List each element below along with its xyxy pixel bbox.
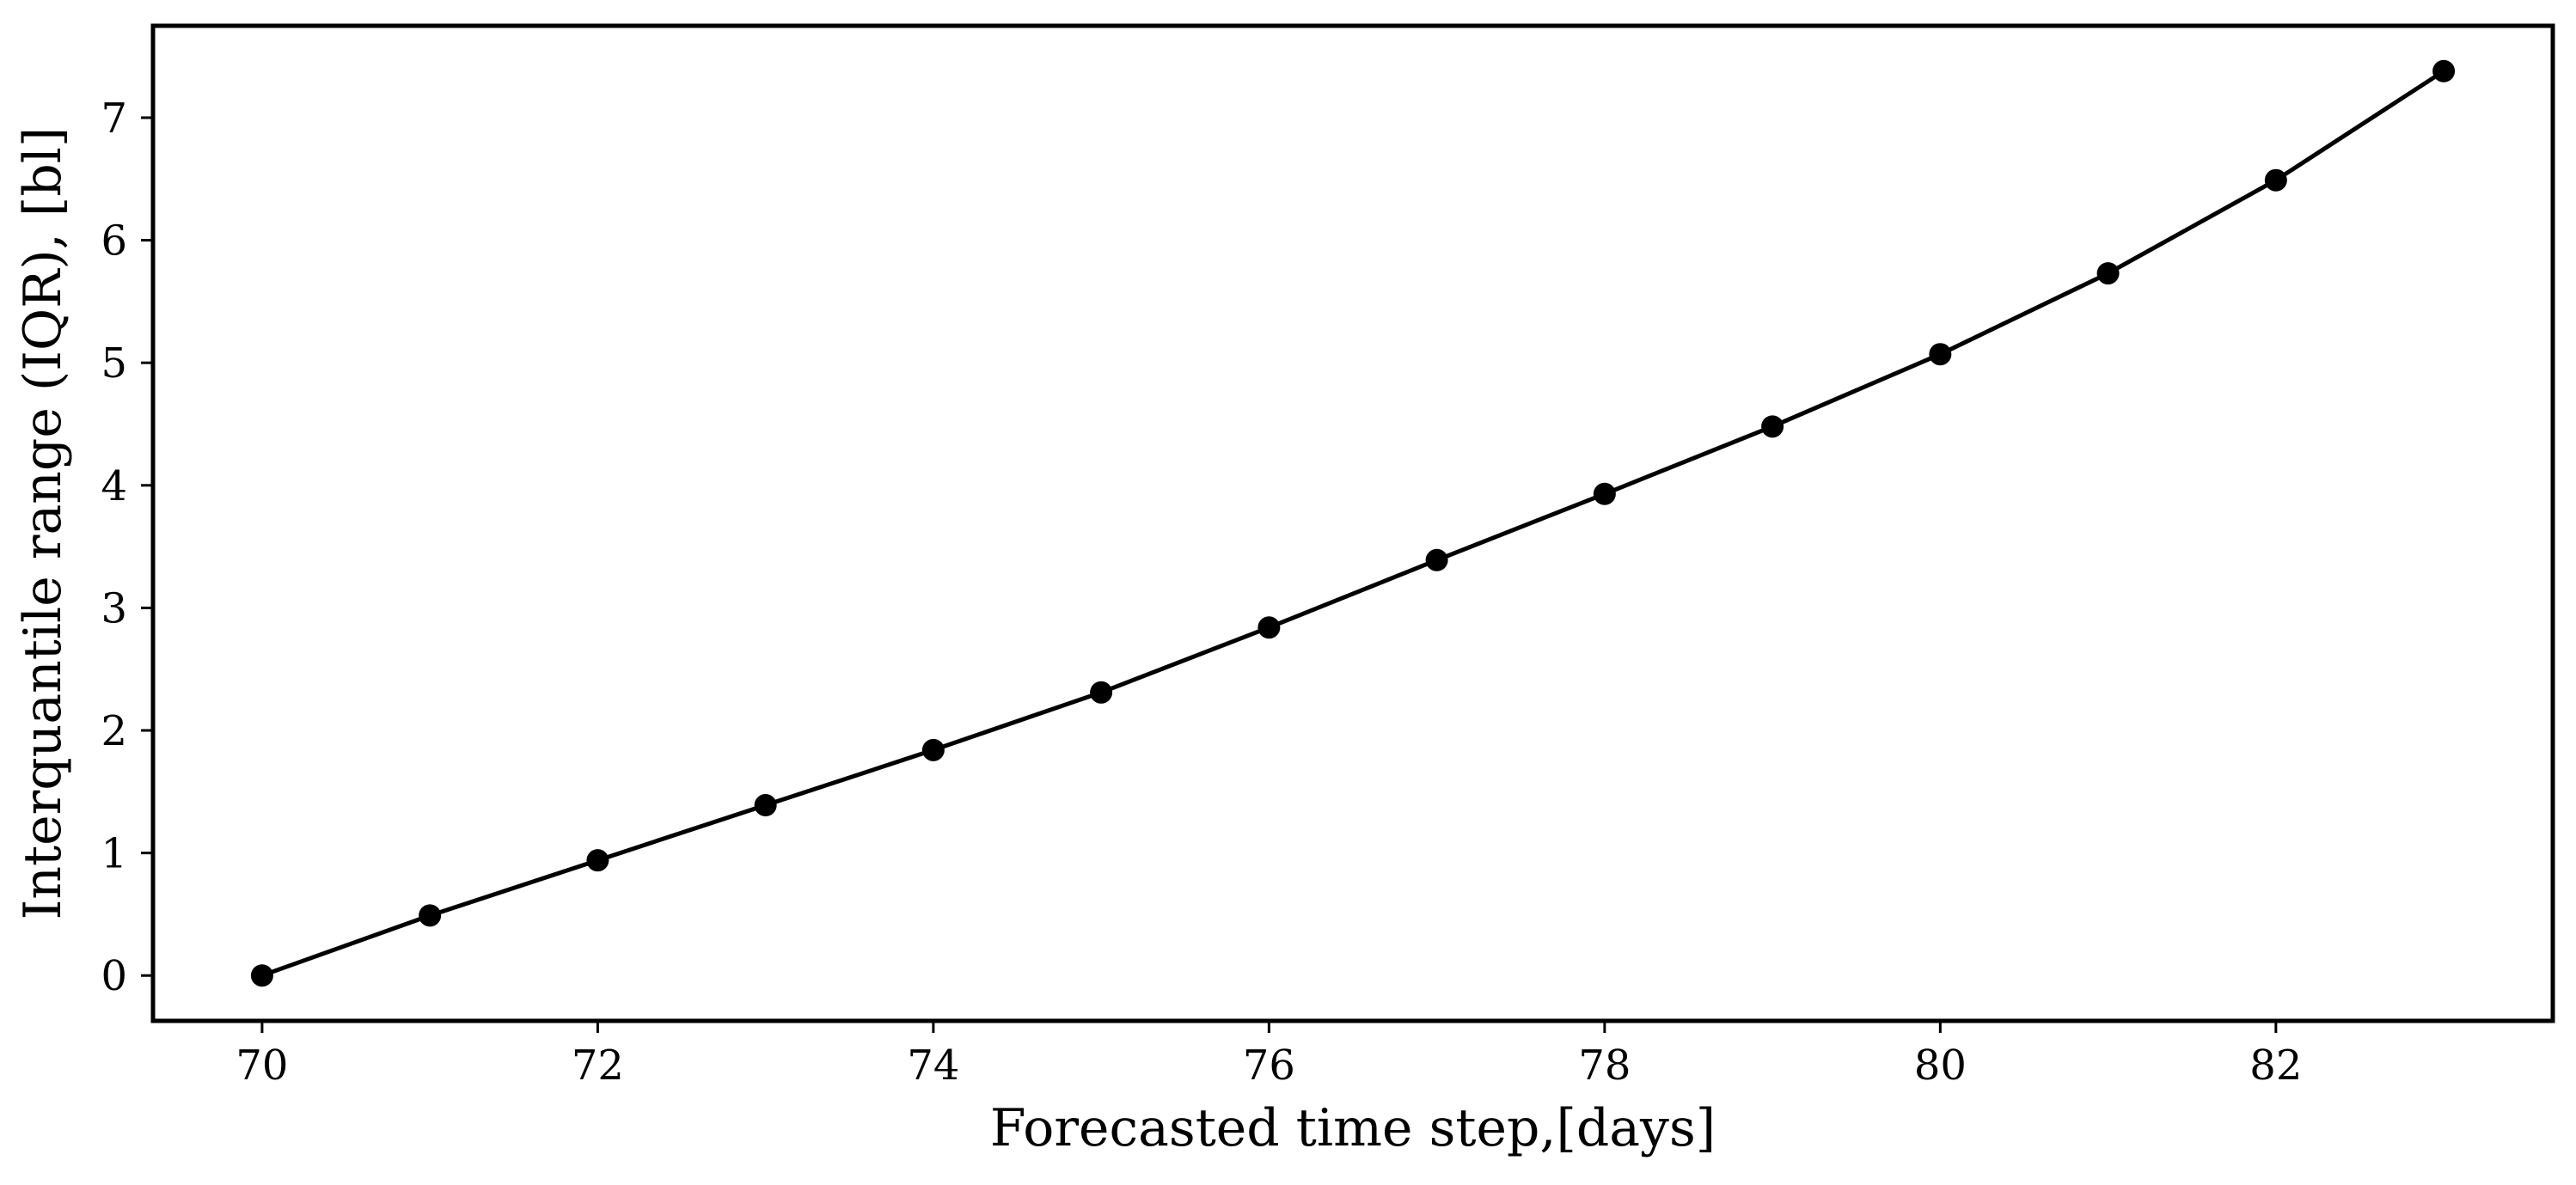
y-tick-label: 0 [101, 952, 127, 1000]
series-line [261, 69, 2445, 978]
y-tick-label: 6 [101, 217, 127, 266]
data-point [586, 849, 609, 872]
x-axis-title: Forecasted time step,[days] [990, 1098, 1716, 1158]
y-axis: 0 1 2 3 4 5 6 7 [101, 95, 153, 1000]
x-tick-label: 70 [236, 1041, 288, 1090]
x-tick-label: 74 [907, 1041, 959, 1090]
data-point [1593, 482, 1616, 505]
x-axis: 70 72 74 76 78 80 82 [236, 1021, 2302, 1090]
data-point [2264, 168, 2287, 192]
y-tick-label: 7 [101, 95, 127, 143]
data-point [2096, 262, 2120, 285]
data-point [754, 794, 777, 817]
y-tick-label: 4 [101, 462, 127, 510]
data-point [419, 904, 442, 927]
x-tick-label: 82 [2249, 1041, 2302, 1090]
x-tick-label: 72 [572, 1041, 624, 1090]
data-point [1257, 616, 1281, 639]
plot-frame [150, 23, 2555, 1023]
data-point [1929, 343, 1952, 366]
data-point [1761, 415, 1784, 438]
x-tick-label: 80 [1914, 1041, 1967, 1090]
data-point [250, 964, 273, 987]
data-point [1090, 681, 1113, 704]
data-point [921, 738, 945, 761]
y-tick-label: 5 [101, 339, 127, 388]
x-tick-label: 76 [1243, 1041, 1295, 1090]
y-tick-label: 3 [101, 584, 127, 632]
y-axis-title: Interquantile range (IQR), [bl] [13, 127, 73, 920]
data-point [2432, 59, 2456, 82]
x-tick-label: 78 [1578, 1041, 1631, 1090]
series-layer [250, 59, 2456, 987]
y-tick-label: 1 [101, 830, 127, 878]
y-tick-label: 2 [101, 707, 127, 755]
data-point [1425, 548, 1448, 571]
